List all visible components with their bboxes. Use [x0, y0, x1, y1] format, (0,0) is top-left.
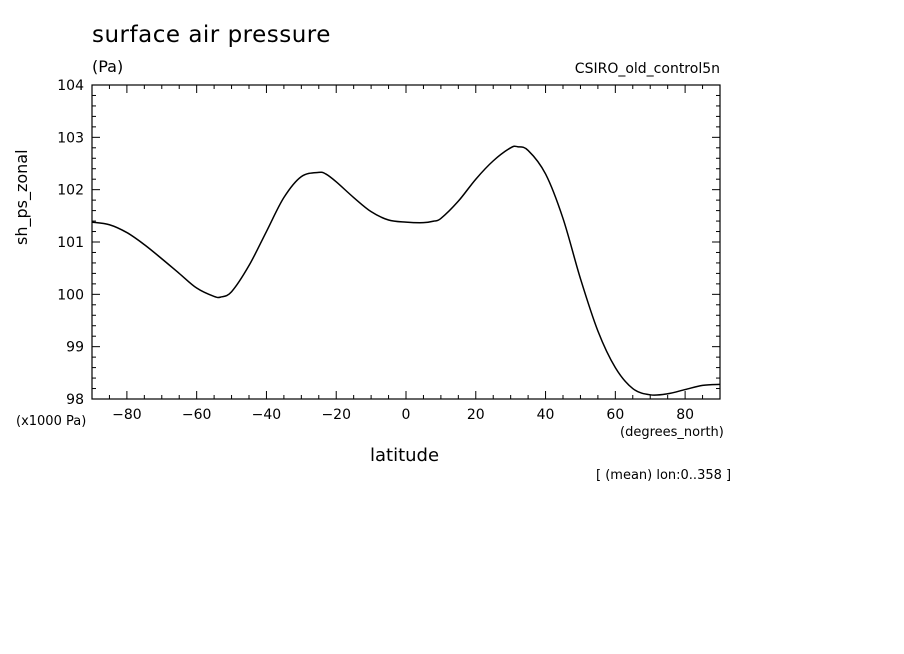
x-tick-label: −20	[321, 407, 351, 423]
plot-frame	[91, 84, 721, 400]
footnote: [ (mean) lon:0..358 ]	[596, 468, 732, 483]
x-axis-units: (degrees_north)	[620, 425, 724, 440]
x-tick-label: −80	[112, 407, 142, 423]
x-tick-label: −40	[252, 407, 282, 423]
x-tick-label: 80	[676, 407, 694, 423]
x-tick-label: 60	[606, 407, 624, 423]
x-tick-label: 20	[467, 407, 485, 423]
y-axis-scale-note: (x1000 Pa)	[16, 414, 87, 429]
x-tick-label: 0	[402, 407, 411, 423]
y-tick-label: 103	[57, 130, 84, 146]
chart-title: surface air pressure	[92, 22, 331, 48]
y-tick-label: 102	[57, 183, 84, 199]
chart-units: (Pa)	[92, 57, 124, 76]
x-axis-label: latitude	[370, 445, 440, 466]
x-tick-label: 40	[537, 407, 555, 423]
y-tick-label: 100	[57, 287, 84, 303]
x-tick-label: −60	[182, 407, 212, 423]
y-tick-label: 104	[57, 78, 84, 94]
y-tick-label: 101	[57, 235, 84, 251]
y-tick-label: 99	[66, 340, 84, 356]
y-tick-label: 98	[66, 392, 84, 408]
series-line	[91, 145, 721, 396]
dataset-label: CSIRO_old_control5n	[574, 61, 720, 77]
